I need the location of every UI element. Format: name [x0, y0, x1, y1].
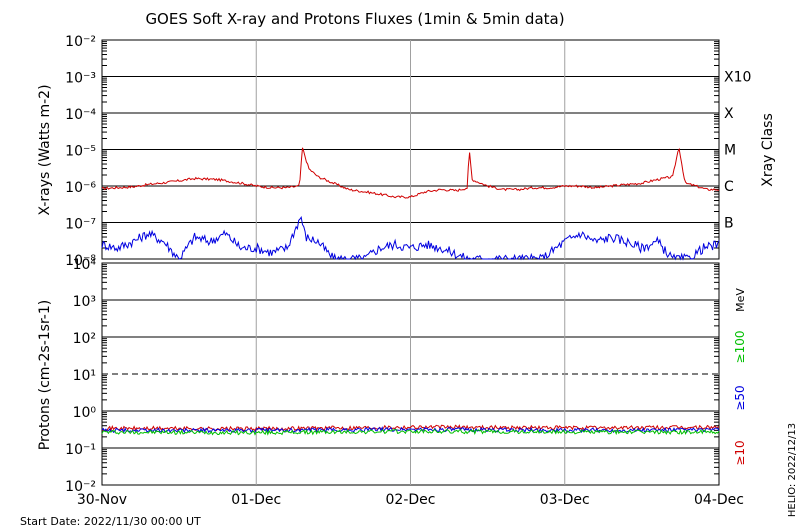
y-tick-label: 10³: [73, 294, 96, 310]
xray-class-label: M: [724, 143, 736, 159]
y-tick-label: 10⁻²: [65, 479, 96, 495]
y-tick-label: 10⁻¹: [65, 442, 96, 458]
proton-legend-item: ≥100: [733, 331, 747, 364]
y-tick-label: 10⁻⁴: [65, 107, 96, 123]
y-tick-label: 10²: [73, 331, 96, 347]
y-tick-label: 10⁰: [73, 405, 97, 421]
y-tick-label: 10⁻⁶: [65, 180, 96, 196]
xray-class-labels: B C M X X10: [724, 70, 751, 232]
x-tick-label: 02-Dec: [386, 492, 436, 508]
xray-class-label: X10: [724, 70, 751, 86]
proton-legend-item: ≥10: [733, 440, 747, 465]
series-blue: [101, 426, 720, 434]
series-red: [101, 424, 720, 432]
xray-y-axis-label: X-rays (Watts m-2): [37, 84, 53, 215]
xray-class-label: C: [724, 179, 734, 195]
y-tick-label: 10⁻⁵: [65, 144, 96, 160]
x-tick-label: 04-Dec: [694, 492, 744, 508]
proton-legend: ≥10 ≥50 ≥100: [733, 331, 747, 466]
y-tick-label: 10¹: [73, 368, 96, 384]
proton-unit-label: MeV: [734, 288, 747, 312]
proton-panel: 10⁻² 10⁻¹ 10⁰ 10¹ 10² 10³ 10⁴ Protons (cm-2s-1…: [37, 257, 747, 495]
y-tick-label: 10⁻⁸: [65, 253, 96, 269]
xray-series: [101, 147, 720, 261]
xray-blue-series: [101, 216, 720, 261]
xray-y-tick-labels: 10⁻⁸ 10⁻⁷ 10⁻⁶ 10⁻⁵ 10⁻⁴ 10⁻³ 10⁻²: [65, 34, 96, 269]
x-tick-label: 03-Dec: [540, 492, 590, 508]
proton-y-axis-label: Protons (cm-2s-1sr-1): [37, 300, 53, 450]
proton-y-tick-labels: 10⁻² 10⁻¹ 10⁰ 10¹ 10² 10³ 10⁴: [65, 257, 96, 495]
xray-panel: 10⁻⁸ 10⁻⁷ 10⁻⁶ 10⁻⁵ 10⁻⁴ 10⁻³ 10⁻² B C M X X10 X-r…: [37, 34, 776, 269]
start-date-label: Start Date: 2022/11/30 00:00 UT: [20, 515, 201, 528]
x-tick-label: 30-Nov: [77, 492, 127, 508]
proton-series: [101, 424, 720, 436]
y-tick-label: 10⁻³: [65, 71, 96, 87]
y-tick-label: 10⁻⁷: [65, 217, 96, 233]
chart-title: GOES Soft X-ray and Protons Fluxes (1min…: [145, 10, 564, 28]
xray-day-lines: [255, 40, 566, 259]
xray-class-axis-label: Xray Class: [760, 113, 776, 187]
x-tick-labels: 30-Nov 01-Dec 02-Dec 03-Dec 04-Dec: [77, 492, 744, 508]
xray-class-label: B: [724, 216, 734, 232]
xray-class-label: X: [724, 106, 734, 122]
proton-legend-item: ≥50: [733, 385, 747, 410]
helio-date-label: HELIO: 2022/12/13: [787, 423, 798, 517]
proton-day-lines: [255, 263, 566, 485]
y-tick-label: 10⁻²: [65, 34, 96, 50]
y-tick-label: 10⁴: [73, 257, 97, 273]
xray-red-series: [101, 147, 720, 199]
series-green: [101, 428, 720, 436]
x-tick-label: 01-Dec: [231, 492, 281, 508]
